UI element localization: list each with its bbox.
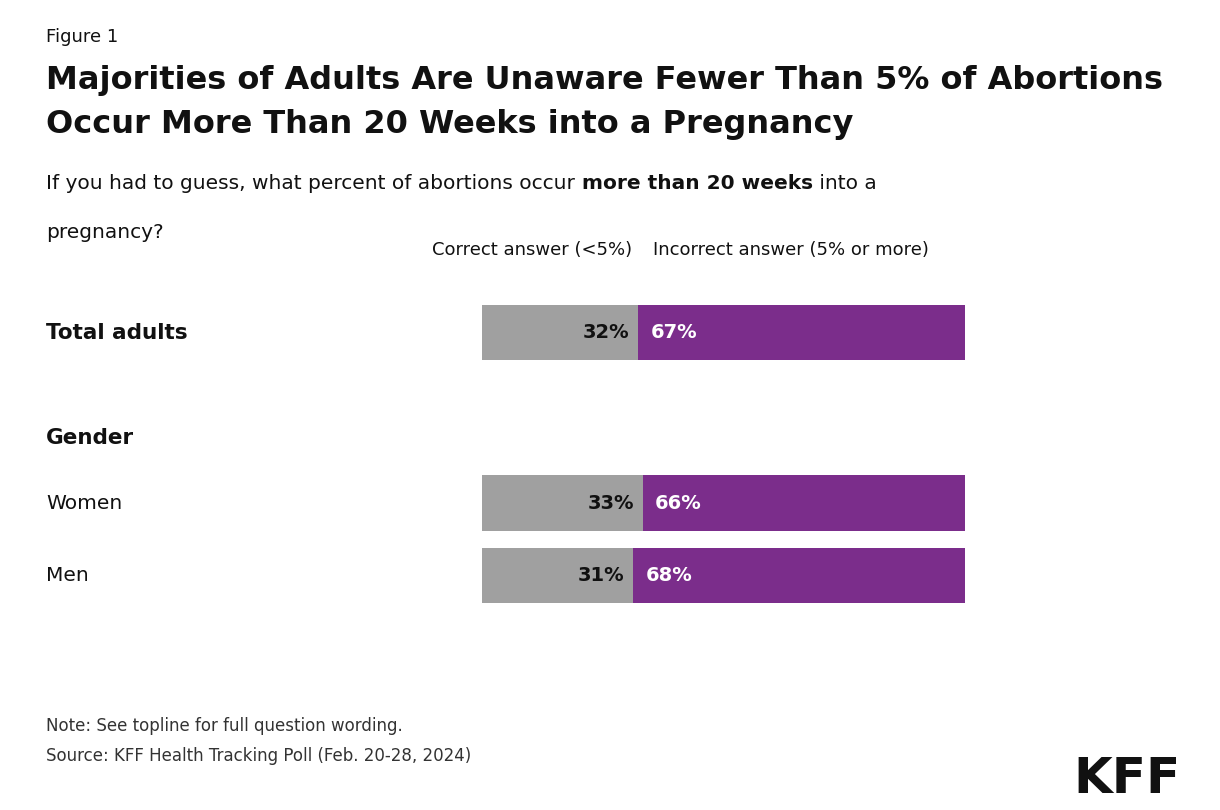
Text: Incorrect answer (5% or more): Incorrect answer (5% or more) xyxy=(653,241,928,259)
FancyBboxPatch shape xyxy=(482,305,638,360)
Text: Correct answer (<5%): Correct answer (<5%) xyxy=(432,241,632,259)
FancyBboxPatch shape xyxy=(638,305,965,360)
Text: Women: Women xyxy=(46,493,122,513)
Text: into a: into a xyxy=(813,174,876,193)
Text: 33%: 33% xyxy=(588,493,634,513)
Text: 66%: 66% xyxy=(655,493,701,513)
Text: 68%: 68% xyxy=(645,566,692,586)
Text: 67%: 67% xyxy=(650,323,697,343)
FancyBboxPatch shape xyxy=(482,548,633,603)
Text: 32%: 32% xyxy=(583,323,630,343)
Text: Majorities of Adults Are Unaware Fewer Than 5% of Abortions: Majorities of Adults Are Unaware Fewer T… xyxy=(46,65,1164,96)
Text: Gender: Gender xyxy=(46,428,134,448)
FancyBboxPatch shape xyxy=(643,475,965,531)
Text: If you had to guess, what percent of abortions occur: If you had to guess, what percent of abo… xyxy=(46,174,582,193)
Text: KFF: KFF xyxy=(1074,755,1181,803)
Text: Source: KFF Health Tracking Poll (Feb. 20-28, 2024): Source: KFF Health Tracking Poll (Feb. 2… xyxy=(46,747,472,765)
Text: more than 20 weeks: more than 20 weeks xyxy=(582,174,813,193)
Text: Occur More Than 20 Weeks into a Pregnancy: Occur More Than 20 Weeks into a Pregnanc… xyxy=(46,109,854,140)
Text: pregnancy?: pregnancy? xyxy=(46,223,163,241)
Text: Total adults: Total adults xyxy=(46,323,188,343)
Text: Note: See topline for full question wording.: Note: See topline for full question word… xyxy=(46,717,403,735)
FancyBboxPatch shape xyxy=(482,475,643,531)
Text: 31%: 31% xyxy=(578,566,625,586)
Text: Figure 1: Figure 1 xyxy=(46,28,118,46)
Text: Men: Men xyxy=(46,566,89,586)
FancyBboxPatch shape xyxy=(633,548,965,603)
